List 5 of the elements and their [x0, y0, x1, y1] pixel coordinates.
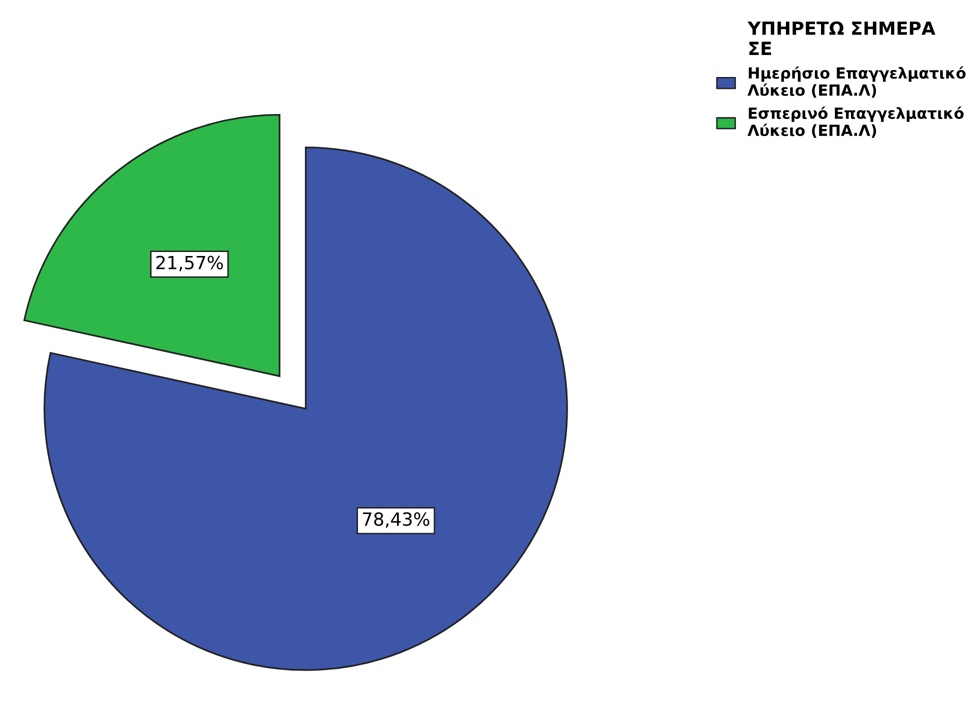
data-label: 21,57% — [156, 256, 223, 272]
legend-title: ΥΠΗΡΕΤΩ ΣΗΜΕΡΑ ΣΕ — [748, 21, 936, 55]
legend-label: Εσπερινό Επαγγελματικό Λύκειο (ΕΠΑ.Λ) — [748, 106, 964, 138]
data-label: 78,43% — [362, 512, 430, 528]
legend-label: Ημερήσιο Επαγγελματικό Λύκειο (ΕΠΑ.Λ) — [748, 66, 966, 98]
